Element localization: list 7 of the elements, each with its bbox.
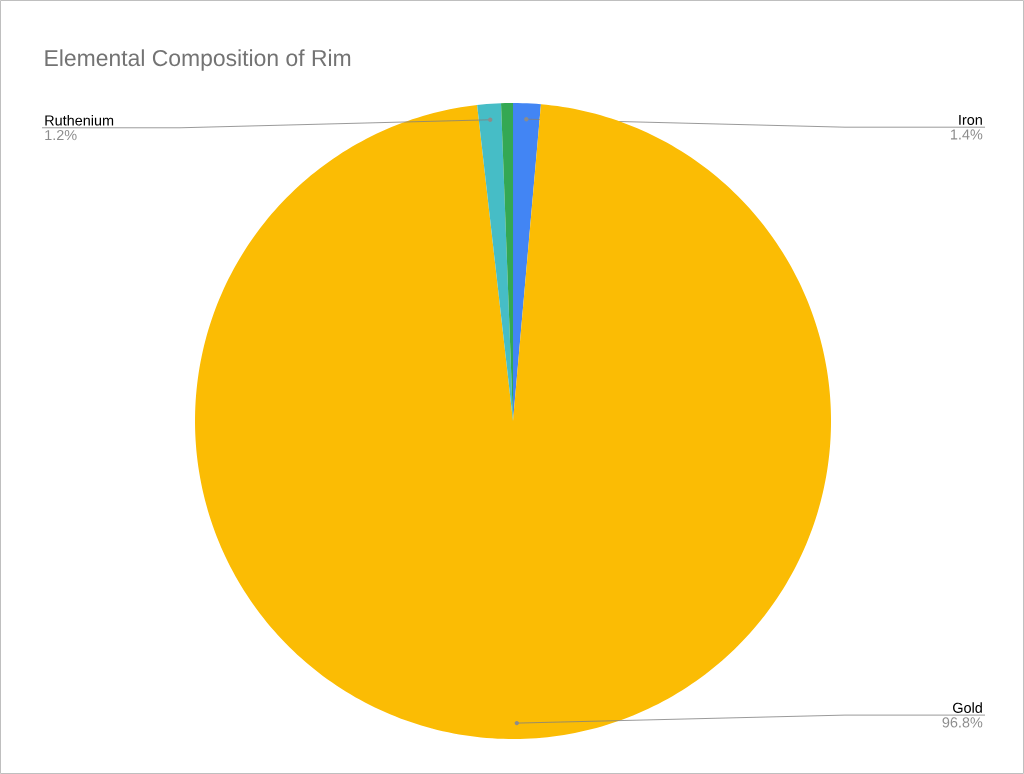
slice-label: Iron (959, 114, 982, 125)
slice-label: Ruthenium (45, 114, 114, 126)
data-label: 1.4% (950, 129, 983, 140)
data-label: 96.8% (942, 717, 983, 728)
slice-label: Gold (953, 702, 982, 713)
data-label: 1.2% (45, 129, 77, 141)
chart-title: Elemental Composition of Rim (45, 49, 351, 71)
